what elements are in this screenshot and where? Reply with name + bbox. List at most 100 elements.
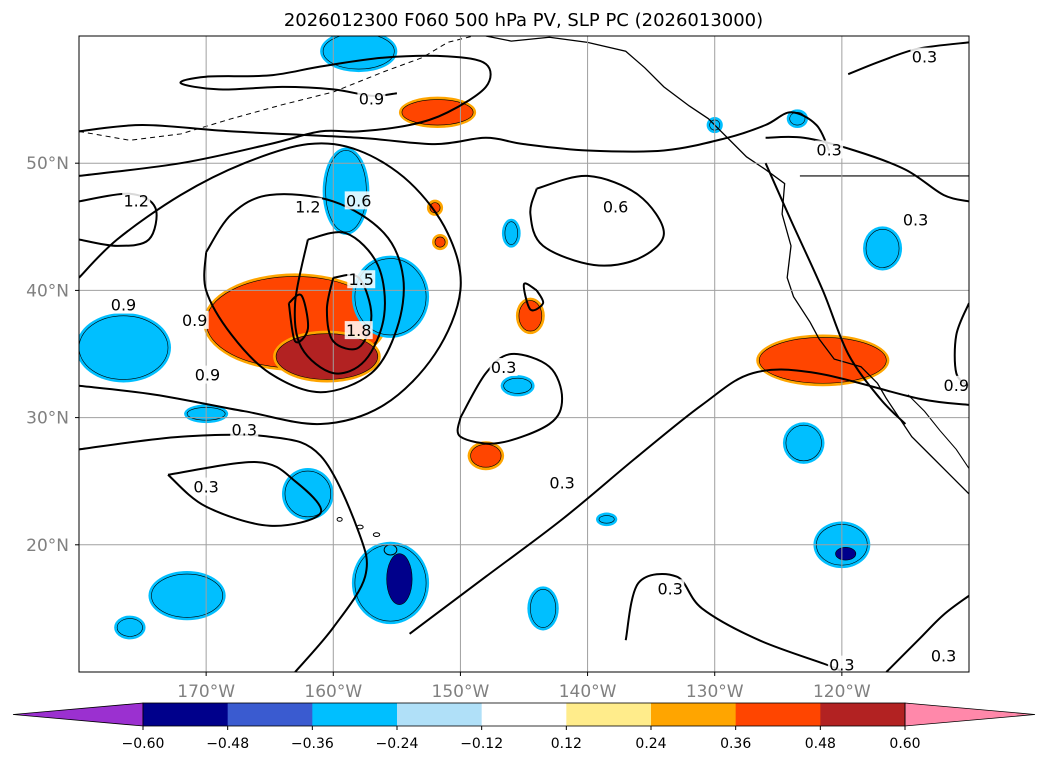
contour-label: 0.3 [931, 647, 956, 666]
contour-label-bg [192, 477, 221, 496]
colorbar-tick-label: −0.24 [376, 736, 419, 752]
colorbar-segment [397, 703, 483, 726]
contour-label-bg [942, 375, 971, 394]
contour-label: 1.5 [349, 270, 374, 289]
plot-frame [78, 35, 970, 673]
colorbar-tick-label: 0.60 [889, 736, 920, 752]
colorbar-tick-label: 0.36 [720, 736, 751, 752]
x-tick-label: 130°W [686, 682, 744, 702]
pv-anomaly-27 [598, 515, 615, 524]
colorbar-frame [142, 702, 906, 727]
contour-label-bg [901, 210, 930, 229]
slp-contour-1.2 [203, 193, 405, 394]
contour-label: 0.6 [603, 198, 628, 217]
chart-title: 2026012300 F060 500 hPa PV, SLP PC (2026… [283, 10, 764, 31]
contour-label-bg [180, 310, 209, 329]
y-tick-label: 20°N [26, 536, 69, 556]
contour-label-layer: 0.9 0.3 0.3 1.2 1.2 0.6 0.6 0.3 1.5 0.9 0.9 1.8 0.3 0… [109, 47, 971, 675]
contour-label: 0.3 [829, 656, 854, 675]
contour-label-bg [122, 191, 151, 210]
slp-contour-0.3 [409, 368, 969, 635]
x-tick-label: 150°W [432, 682, 490, 702]
contour-label-bg [230, 420, 259, 439]
slp-contour-0.9 [79, 142, 462, 426]
colorbar-extend-max [904, 702, 1036, 727]
colorbar-segment [820, 703, 906, 726]
slp-contour-0.3 [522, 282, 545, 312]
contour-label-bg [548, 473, 577, 492]
pv-anomaly-13 [518, 300, 543, 332]
colorbar-tick-label: 0.24 [635, 736, 666, 752]
contour-label-bg [910, 47, 939, 66]
contour-label: 0.3 [657, 579, 682, 598]
colorbar-extend-min [12, 702, 144, 727]
colorbar-segment [143, 703, 229, 726]
pv-anomaly-16 [504, 221, 518, 245]
slp-contour-0.3 [885, 594, 969, 672]
colorbar-tick-label: 0.48 [805, 736, 836, 752]
contour-label-bg [815, 140, 844, 159]
contour-label: 0.3 [912, 48, 937, 67]
contour-label-bg [344, 191, 373, 210]
coastline-layer [79, 36, 969, 556]
contour-label-bg [656, 579, 685, 598]
coastline-gulf-of-california [907, 394, 969, 469]
pv-anomaly-22 [758, 337, 887, 384]
contour-label: 0.3 [232, 420, 257, 439]
colorbar-tick-label: 0.12 [551, 736, 582, 752]
contour-label-bg [929, 646, 958, 665]
contour-label: 0.9 [182, 311, 207, 330]
slp-contour-0.6 [765, 135, 969, 203]
pv-anomaly-21 [865, 229, 900, 268]
pv-anomaly-15 [503, 377, 532, 394]
coastline-north-america [485, 36, 969, 495]
contour-label: 0.3 [193, 478, 218, 497]
contour-label: 0.3 [816, 140, 841, 159]
coastline-aleutians [79, 36, 474, 141]
contour-label: 0.3 [491, 358, 516, 377]
colorbar-tick-label: −0.60 [122, 736, 165, 752]
pv-anomaly-6 [79, 315, 169, 380]
slp-contour-1.8 [287, 293, 310, 344]
slp-contour-0.3 [764, 162, 907, 425]
colorbar-segment [227, 703, 313, 726]
x-tick-label: 120°W [813, 682, 871, 702]
x-tick-label: 160°W [304, 682, 362, 702]
contour-label: 0.9 [359, 90, 384, 109]
contour-label-bg [109, 295, 138, 314]
contour-label-bg [489, 357, 518, 376]
pv-anomaly-12 [386, 553, 413, 605]
contour-label: 0.6 [346, 191, 371, 210]
colorbar-segment [651, 703, 737, 726]
contour-label: 0.3 [903, 210, 928, 229]
y-tick-label: 30°N [26, 409, 69, 429]
pv-anomaly-18 [785, 424, 822, 462]
contour-label: 1.2 [123, 191, 148, 210]
colorbar: −0.60 −0.48 −0.36 −0.24 −0.12 0.12 0.24 0.36 0.4… [12, 702, 1036, 752]
colorbar-tick-label: −0.12 [460, 736, 503, 752]
contour-label: 1.8 [346, 321, 371, 340]
axis-ticks: 170°W 160°W 150°W 140°W 130°W 120°W 20°N 30°N 40… [26, 154, 871, 702]
slp-contour-0.3 [847, 41, 969, 76]
pv-anomaly-4 [275, 333, 379, 380]
y-tick-label: 40°N [26, 281, 69, 301]
contour-label-bg [827, 655, 856, 674]
contour-label: 0.9 [944, 376, 969, 395]
contour-label-bg [293, 197, 322, 216]
pv-anomaly-0 [322, 36, 395, 70]
island-hawaii [372, 532, 381, 538]
colorbar-segment [735, 703, 821, 726]
contour-label-bg [193, 365, 222, 384]
contour-label: 0.3 [549, 474, 574, 493]
slp-contour-1.5 [293, 231, 386, 375]
colorbar-segment [566, 703, 652, 726]
pv-anomaly-14 [470, 444, 502, 468]
contour-label-bg [601, 197, 630, 216]
x-tick-label: 170°W [177, 682, 235, 702]
slp-contour-0.3 [79, 54, 492, 177]
contour-label: 1.2 [295, 198, 320, 217]
colorbar-segment [481, 703, 567, 726]
pv-anomaly-9 [151, 573, 223, 618]
x-tick-label: 140°W [559, 682, 617, 702]
